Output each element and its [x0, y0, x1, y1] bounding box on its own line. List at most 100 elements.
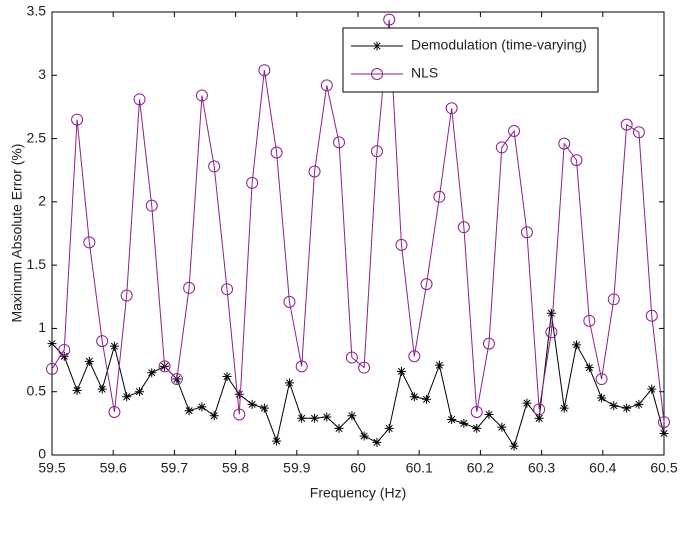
- star-marker: [347, 411, 357, 421]
- x-tick-label: 60: [350, 460, 366, 476]
- circle-marker: [195, 89, 208, 102]
- circle-marker: [558, 137, 571, 150]
- circle-marker: [71, 113, 84, 126]
- circle-marker: [283, 295, 296, 308]
- circle-marker: [308, 165, 321, 178]
- legend-label: NLS: [411, 65, 438, 81]
- star-marker: [372, 41, 382, 51]
- star-marker: [147, 368, 157, 378]
- x-tick-label: 60.1: [406, 460, 433, 476]
- circle-marker: [333, 136, 346, 149]
- legend-label: Demodulation (time-varying): [411, 37, 587, 53]
- y-axis-label: Maximum Absolute Error (%): [9, 144, 25, 323]
- star-marker: [310, 413, 320, 423]
- circle-marker: [270, 146, 283, 159]
- star-marker: [384, 423, 394, 433]
- star-marker: [509, 441, 519, 451]
- star-marker: [409, 392, 419, 402]
- circle-marker: [470, 405, 483, 418]
- circle-marker: [658, 416, 670, 429]
- y-tick-label: 0.5: [27, 382, 47, 398]
- circle-marker: [632, 126, 645, 139]
- y-tick-label: 3.5: [27, 3, 47, 19]
- star-marker: [272, 436, 282, 446]
- star-marker: [122, 392, 132, 402]
- circle-marker: [133, 93, 146, 106]
- series-line: [51, 19, 665, 423]
- circle-marker: [120, 289, 133, 302]
- y-tick-label: 3: [38, 66, 46, 82]
- star-marker: [297, 413, 307, 423]
- circle-marker: [420, 278, 433, 291]
- y-tick-label: 0: [38, 446, 46, 462]
- circle-marker: [58, 343, 71, 356]
- star-marker: [584, 363, 594, 373]
- star-marker: [472, 423, 482, 433]
- circle-marker: [233, 408, 246, 421]
- circle-marker: [371, 68, 383, 80]
- star-marker: [647, 384, 657, 394]
- x-axis-label: Frequency (Hz): [310, 485, 406, 501]
- circle-marker: [433, 190, 446, 203]
- star-marker: [546, 308, 556, 318]
- star-marker: [434, 360, 444, 370]
- circle-marker: [395, 238, 408, 251]
- star-marker: [259, 403, 269, 413]
- star-marker: [571, 340, 581, 350]
- star-marker: [497, 422, 507, 432]
- star-marker: [447, 415, 457, 425]
- star-marker: [197, 402, 207, 412]
- circle-marker: [170, 373, 183, 386]
- x-tick-label: 59.5: [38, 460, 65, 476]
- circle-marker: [208, 160, 221, 173]
- star-marker: [396, 366, 406, 376]
- circle-marker: [583, 314, 596, 327]
- circle-marker: [482, 337, 495, 350]
- circle-marker: [258, 64, 271, 77]
- circle-marker: [383, 13, 396, 26]
- star-marker: [597, 393, 607, 403]
- star-marker: [284, 378, 294, 388]
- circle-marker: [595, 373, 608, 386]
- star-marker: [234, 389, 244, 399]
- x-tick-label: 60.4: [589, 460, 616, 476]
- circle-marker: [83, 236, 96, 249]
- circle-marker: [183, 281, 196, 294]
- circle-marker: [108, 405, 121, 418]
- circle-marker: [246, 176, 259, 189]
- circle-marker: [96, 335, 109, 348]
- circle-marker: [145, 199, 158, 212]
- y-tick-label: 1: [38, 319, 46, 335]
- star-marker: [534, 413, 544, 423]
- circle-marker: [320, 79, 333, 92]
- circle-marker: [508, 124, 521, 137]
- x-tick-label: 60.5: [650, 460, 677, 476]
- series-line: [51, 313, 665, 448]
- circle-marker: [370, 145, 383, 158]
- star-marker: [522, 398, 532, 408]
- star-marker: [72, 385, 82, 395]
- circle-marker: [445, 102, 458, 115]
- star-marker: [609, 401, 619, 411]
- circle-marker: [620, 118, 633, 131]
- y-tick-label: 1.5: [27, 256, 47, 272]
- circle-marker: [545, 326, 558, 339]
- circle-marker: [533, 403, 546, 416]
- circle-marker: [520, 226, 533, 239]
- star-marker: [634, 399, 644, 409]
- star-marker: [422, 394, 432, 404]
- y-tick-label: 2: [38, 193, 46, 209]
- circle-marker: [607, 293, 620, 306]
- star-marker: [97, 384, 107, 394]
- star-marker: [484, 409, 494, 419]
- circle-marker: [46, 362, 58, 375]
- x-tick-label: 59.8: [222, 460, 249, 476]
- circle-marker: [358, 361, 371, 374]
- star-marker: [47, 339, 57, 349]
- star-marker: [459, 418, 469, 428]
- circle-marker: [158, 360, 171, 373]
- circle-marker: [345, 351, 358, 364]
- star-marker: [322, 412, 332, 422]
- star-marker: [334, 423, 344, 433]
- star-marker: [659, 428, 669, 438]
